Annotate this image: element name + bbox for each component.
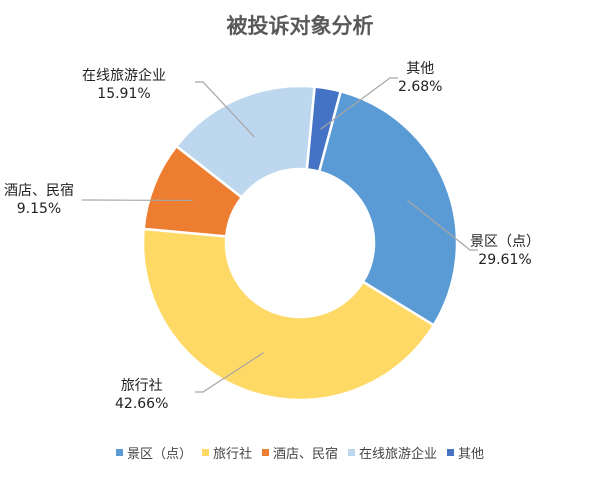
data-label-1: 旅行社 42.66%	[115, 378, 169, 412]
leader-line-1	[195, 352, 264, 393]
donut-slice-0	[317, 89, 459, 327]
legend-item-3: 在线旅游企业	[348, 443, 437, 462]
donut-slice-3	[174, 84, 317, 200]
donut-slice-4	[305, 85, 343, 174]
legend-item-0: 景区（点）	[115, 443, 192, 462]
legend-swatch	[261, 449, 269, 456]
data-label-0: 景区（点） 29.61%	[470, 234, 540, 268]
data-label-3: 在线旅游企业 15.91%	[82, 68, 166, 102]
legend-swatch	[447, 449, 455, 456]
legend-item-1: 旅行社	[201, 443, 252, 462]
legend-swatch	[348, 449, 355, 456]
leader-line-3	[195, 81, 255, 138]
donut-slice-1	[141, 227, 436, 402]
chart-title: 被投诉对象分析	[226, 14, 374, 38]
legend-swatch	[115, 449, 123, 456]
legend: 景区（点） 旅行社 酒店、民宿 在线旅游企业 其他	[0, 443, 600, 462]
legend-item-4: 其他	[447, 443, 484, 462]
legend-item-2: 酒店、民宿	[261, 443, 338, 462]
data-label-4: 其他 2.68%	[398, 61, 443, 95]
leader-line-4	[320, 77, 398, 130]
data-label-2: 酒店、民宿 9.15%	[4, 183, 74, 217]
legend-swatch	[201, 449, 209, 456]
leader-line-0	[406, 199, 478, 251]
